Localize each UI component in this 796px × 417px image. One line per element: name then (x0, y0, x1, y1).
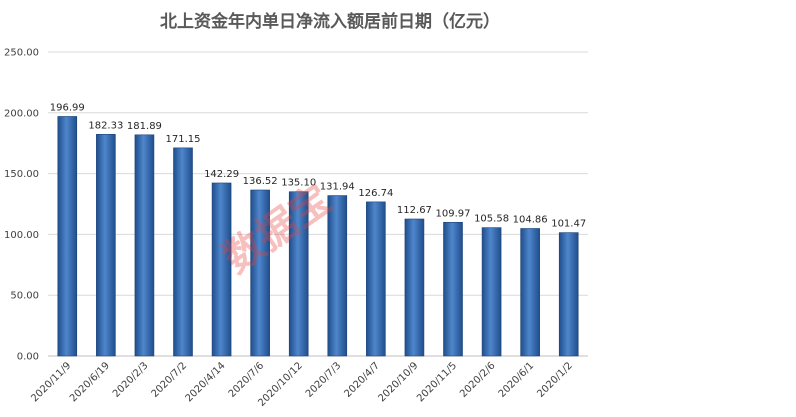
x-tick-label: 2020/7/3 (304, 360, 344, 400)
x-tick-label: 2020/6/19 (68, 360, 112, 404)
x-tick-label: 2020/2/6 (458, 360, 498, 400)
bar (211, 182, 232, 357)
x-tick-label: 2020/7/6 (227, 360, 267, 400)
data-label: 109.97 (436, 208, 471, 219)
y-tick-label: 150.00 (4, 169, 39, 180)
bar (481, 227, 502, 357)
bar (173, 147, 193, 357)
chart-title: 北上资金年内单日净流入额居前日期（亿元） (160, 11, 500, 32)
bar (134, 134, 155, 357)
data-label: 126.74 (358, 188, 393, 199)
bar (57, 116, 78, 357)
y-tick-label: 250.00 (4, 48, 39, 59)
data-label: 135.10 (281, 178, 316, 189)
x-tick-label: 2020/4/7 (342, 360, 382, 400)
bar (250, 189, 270, 357)
bar (366, 201, 386, 357)
x-tick-label: 2020/7/2 (150, 360, 190, 400)
data-label: 131.94 (320, 182, 355, 193)
watermark: 数据宝 (215, 176, 340, 283)
bar (443, 221, 463, 357)
data-label: 181.89 (127, 121, 162, 132)
bar (327, 195, 348, 357)
data-label: 104.86 (513, 214, 548, 225)
x-tick-label: 2020/1/2 (535, 360, 575, 400)
x-tick-label: 2020/2/3 (111, 360, 151, 400)
bars-layer (57, 116, 579, 357)
y-tick-label: 100.00 (4, 230, 39, 241)
x-tick-label: 2020/10/9 (377, 360, 421, 404)
data-label: 171.15 (166, 134, 201, 145)
bar (288, 191, 309, 357)
bar (96, 133, 116, 357)
data-label: 101.47 (551, 219, 586, 230)
x-tick-label: 2020/6/1 (497, 360, 537, 400)
y-tick-label: 200.00 (4, 108, 39, 119)
data-label: 196.99 (50, 102, 85, 113)
x-tick-label: 2020/4/14 (184, 360, 228, 404)
x-tick-label: 2020/11/5 (415, 360, 459, 404)
data-label: 112.67 (397, 205, 432, 216)
data-label: 105.58 (474, 214, 509, 225)
data-label: 182.33 (88, 120, 123, 131)
bar (558, 232, 579, 357)
data-label: 142.29 (204, 169, 239, 180)
bar (520, 228, 540, 357)
y-tick-label: 50.00 (10, 291, 39, 302)
y-tick-label: 0.00 (17, 352, 39, 363)
data-label: 136.52 (243, 176, 278, 187)
bar (404, 218, 425, 357)
x-tick-label: 2020/11/9 (29, 360, 73, 404)
